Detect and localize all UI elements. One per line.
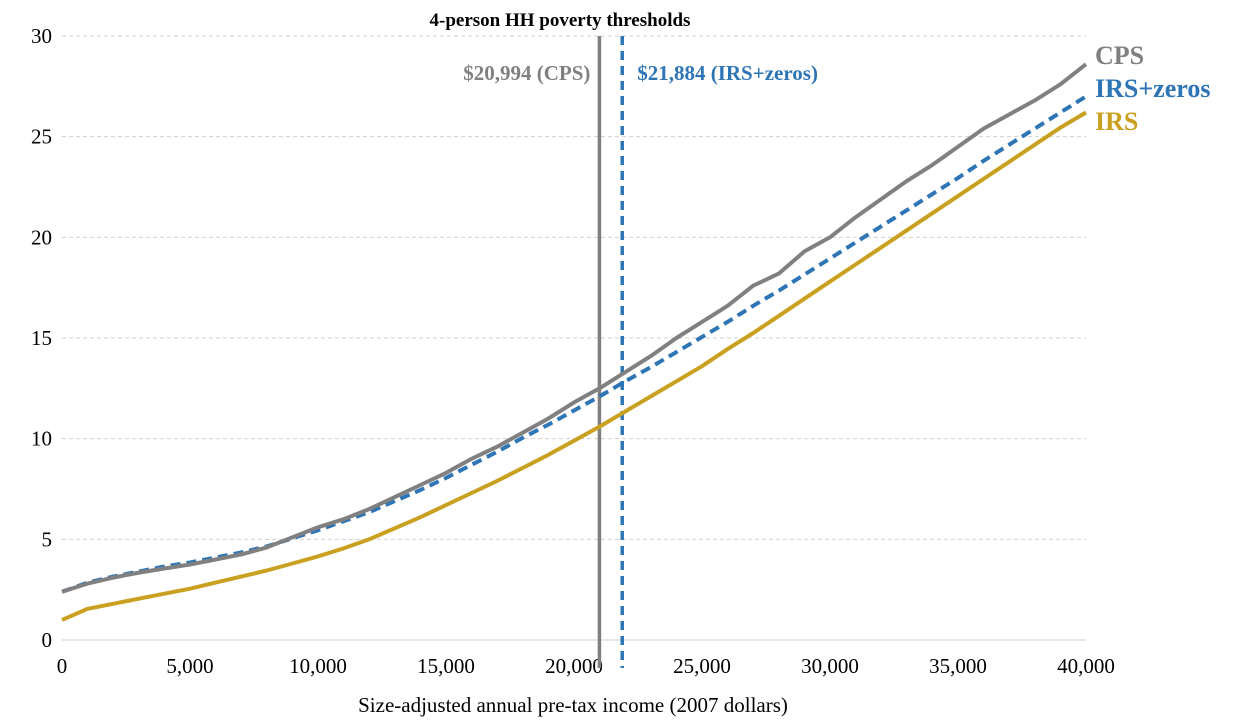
series-line-cps xyxy=(61,62,1088,594)
y-tick-label: 5 xyxy=(42,527,53,551)
chart-title: 4-person HH poverty thresholds xyxy=(430,10,691,31)
x-tick-label: 30,000 xyxy=(801,654,859,678)
x-axis-title: Size-adjusted annual pre-tax income (200… xyxy=(358,693,788,717)
series-label-irs: IRS xyxy=(1095,107,1138,136)
threshold-label-2: $21,884 (IRS+zeros) xyxy=(637,61,818,85)
y-tick-label: 30 xyxy=(31,24,52,48)
series-line-irs xyxy=(61,110,1088,622)
x-tick-label: 25,000 xyxy=(673,654,731,678)
series-lines xyxy=(61,62,1088,622)
x-tick-label: 40,000 xyxy=(1057,654,1115,678)
threshold-lines: $20,994 (CPS) $21,884 (IRS+zeros) xyxy=(463,36,818,668)
y-tick-label: 0 xyxy=(42,628,53,652)
series-labels: CPS IRS+zeros IRS xyxy=(1095,41,1210,136)
x-tick-label: 20,000 xyxy=(545,654,603,678)
x-tick-label: 35,000 xyxy=(929,654,987,678)
x-tick-label: 5,000 xyxy=(166,654,213,678)
x-tick-label: 15,000 xyxy=(417,654,475,678)
y-tick-label: 20 xyxy=(31,225,52,249)
y-axis-ticks: 0 5 10 15 20 25 30 xyxy=(31,24,52,652)
x-axis-ticks: 0 5,000 10,000 15,000 20,000 25,000 30,000 35,0… xyxy=(57,654,1115,678)
y-tick-label: 25 xyxy=(31,125,52,149)
threshold-label-1: $20,994 (CPS) xyxy=(463,61,590,85)
x-tick-label: 0 xyxy=(57,654,68,678)
y-tick-label: 15 xyxy=(31,326,52,350)
series-label-cps: CPS xyxy=(1095,41,1144,70)
gridlines xyxy=(62,35,1086,641)
series-label-irs-zeros: IRS+zeros xyxy=(1095,74,1210,103)
series-line-irs-zeros xyxy=(61,94,1088,594)
x-tick-label: 10,000 xyxy=(289,654,347,678)
y-tick-label: 10 xyxy=(31,427,52,451)
